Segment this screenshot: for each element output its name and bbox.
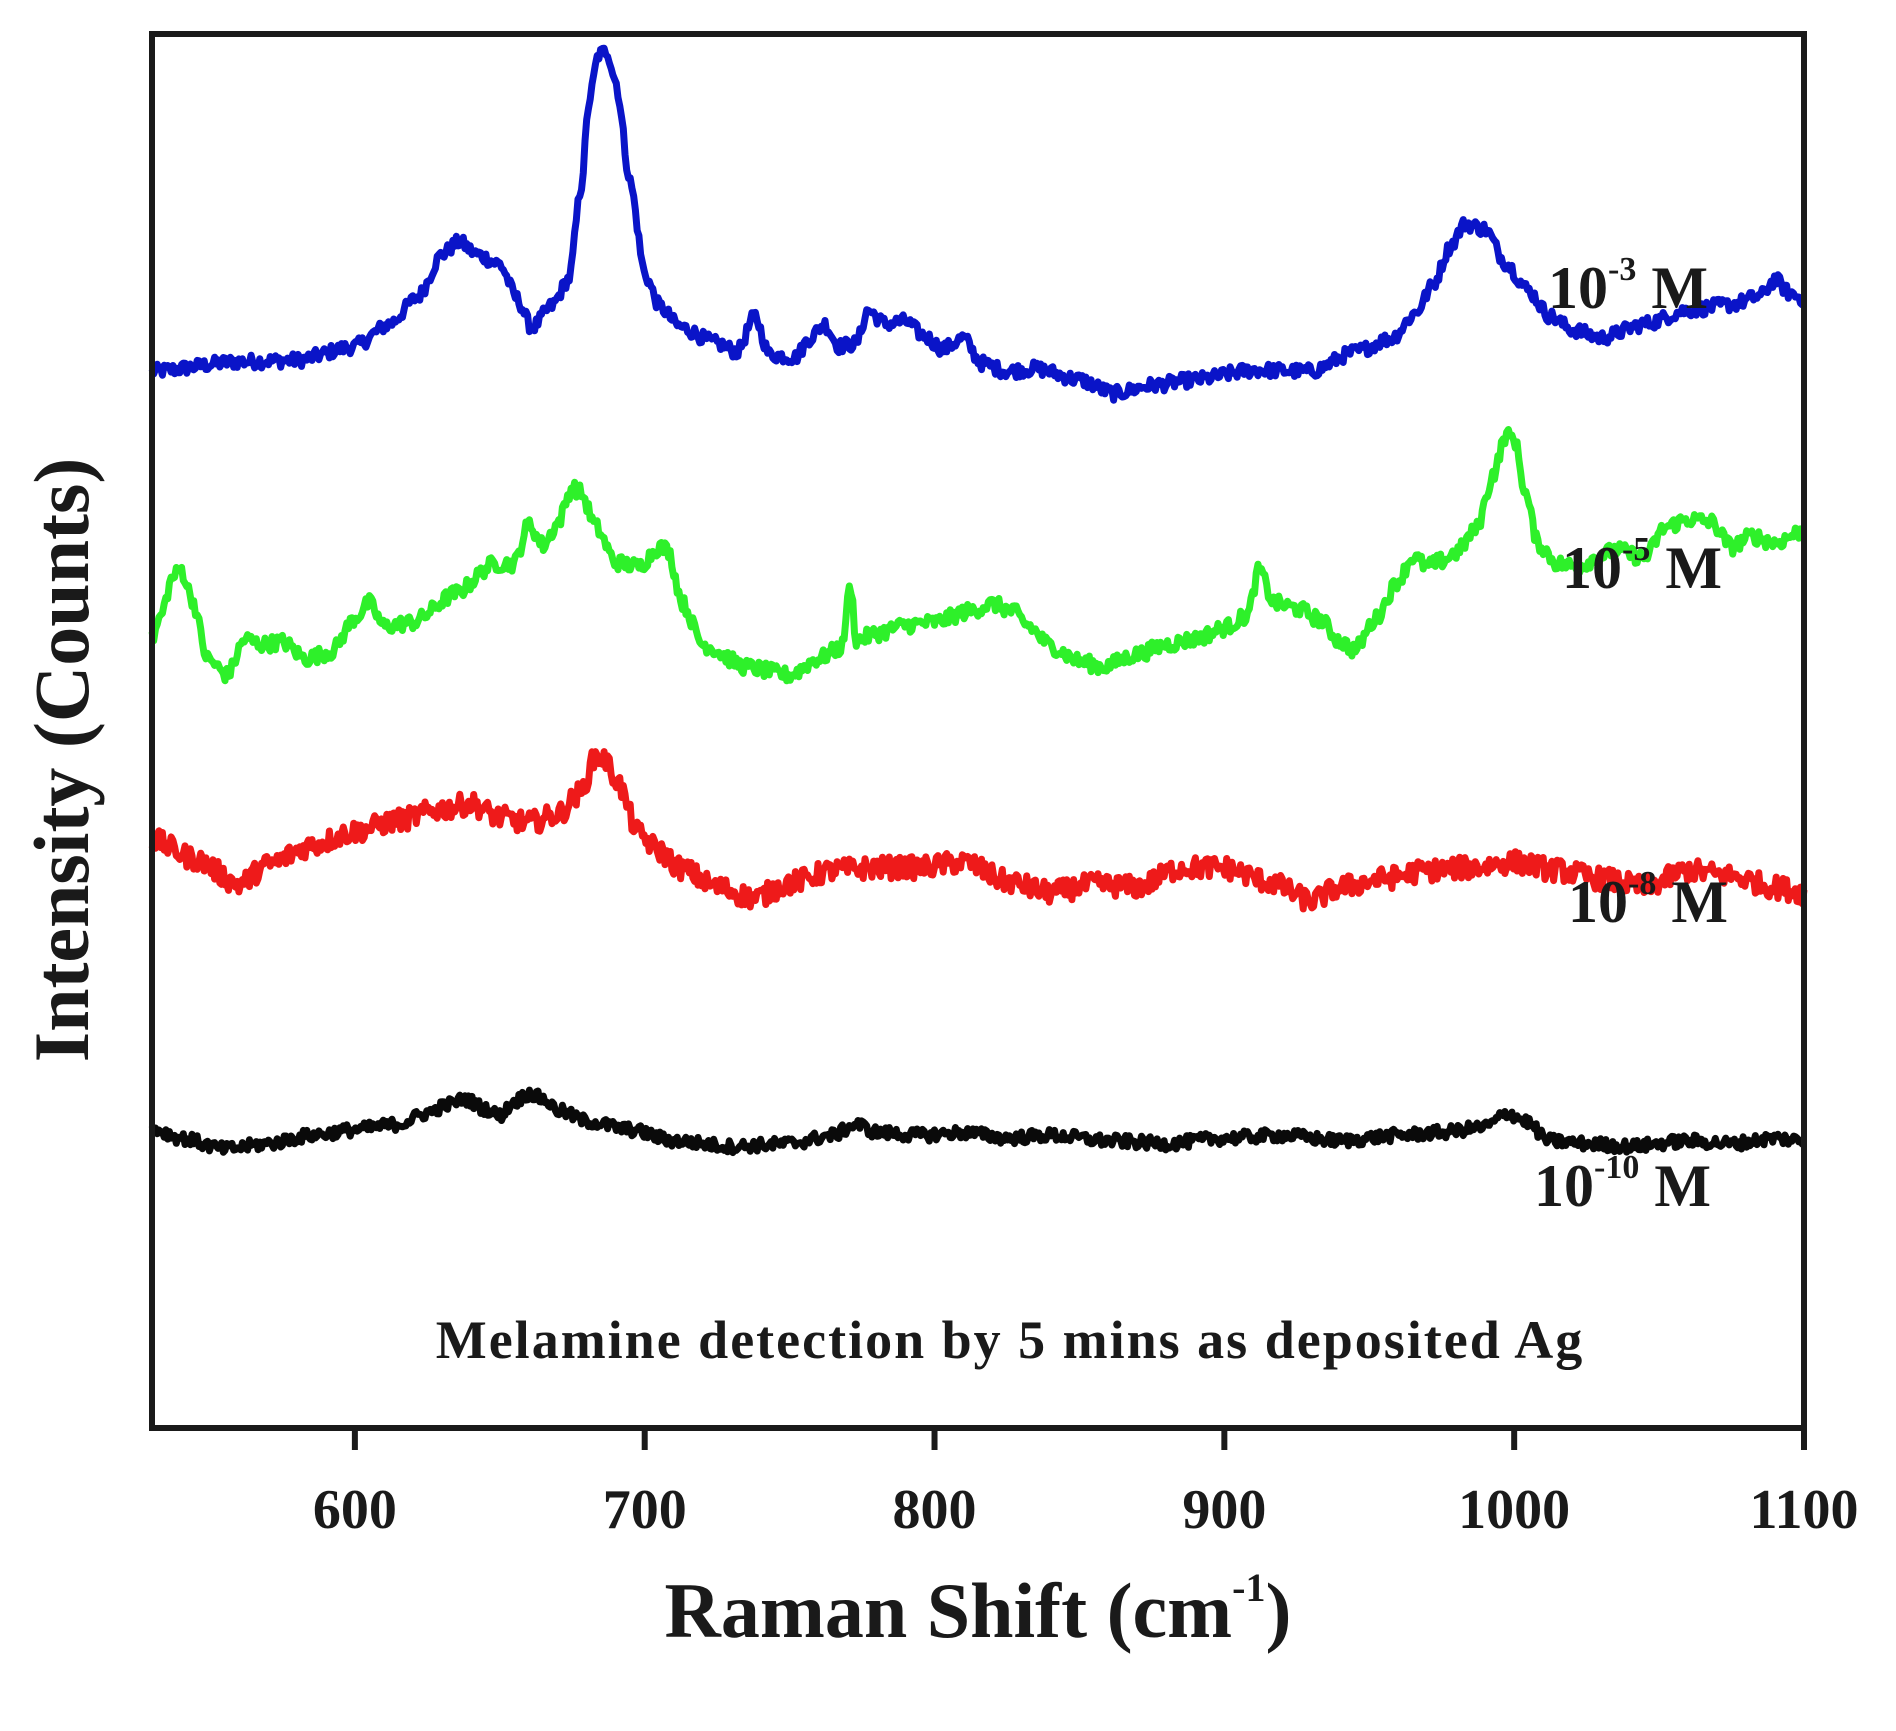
series-label-unit: M — [1639, 1153, 1711, 1219]
series-line-3 — [148, 748, 1808, 913]
series-label-unit: M — [1650, 535, 1722, 601]
series-label-exponent: -8 — [1628, 865, 1656, 902]
x-axis-label-sup: -1 — [1232, 1565, 1265, 1610]
x-ticks: 600 700 800 900 1000 1100 — [313, 1428, 1859, 1541]
traces-layer — [148, 44, 1808, 1157]
series-labels: 10-3 M10-5 M10-8 M10-10 M — [1534, 251, 1728, 1219]
series-label-2: 10-5 M — [1562, 531, 1722, 601]
series-label-exponent: -10 — [1594, 1149, 1639, 1186]
series-label-base: 10 — [1534, 1153, 1594, 1219]
series-line-2 — [148, 426, 1807, 685]
series-line-4 — [148, 1086, 1807, 1157]
annotation-text: Melamine detection by 5 mins as deposite… — [436, 1310, 1585, 1370]
x-tick-label: 700 — [603, 1479, 687, 1541]
x-tick-label: 800 — [893, 1479, 977, 1541]
x-tick-label: 1100 — [1750, 1479, 1859, 1541]
series-label-base: 10 — [1548, 255, 1608, 321]
series-label-1: 10-3 M — [1548, 251, 1708, 321]
series-label-4: 10-10 M — [1534, 1149, 1711, 1219]
series-label-unit: M — [1636, 255, 1708, 321]
x-axis-label-main: Raman Shift (cm — [665, 1567, 1233, 1654]
x-axis-label-close: ) — [1265, 1567, 1291, 1654]
series-label-exponent: -3 — [1608, 251, 1636, 288]
x-tick-label: 900 — [1182, 1479, 1266, 1541]
series-label-base: 10 — [1568, 869, 1628, 935]
series-line-1 — [148, 44, 1807, 404]
x-tick-label: 1000 — [1458, 1479, 1570, 1541]
y-axis-label: Intensity (Counts) — [18, 458, 105, 1063]
series-label-3: 10-8 M — [1568, 865, 1728, 935]
x-tick-label: 600 — [313, 1479, 397, 1541]
x-axis-label: Raman Shift (cm-1) — [665, 1565, 1292, 1654]
series-label-unit: M — [1656, 869, 1728, 935]
series-label-base: 10 — [1562, 535, 1622, 601]
series-label-exponent: -5 — [1622, 531, 1650, 568]
plot-frame — [149, 31, 1807, 1431]
